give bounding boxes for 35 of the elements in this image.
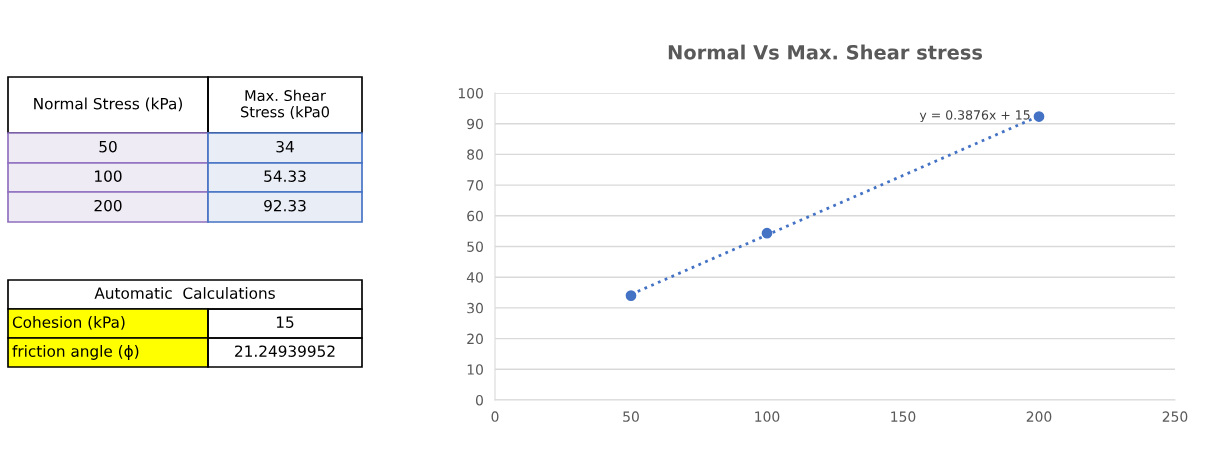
text: Max. Shear Stress (kPa0 <box>241 89 329 120</box>
text: 15 <box>276 316 294 328</box>
x-tick-label: 50 <box>623 411 639 422</box>
y-tick-label: 10 <box>467 364 483 375</box>
text: Normal Stress (kPa) <box>34 97 182 112</box>
text: 21.24939952 <box>235 345 335 357</box>
y-tick-label: 0 <box>475 394 483 406</box>
annotation: y = 0.3876x + 15 <box>919 110 1030 123</box>
x-tick-label: 250 <box>1162 411 1188 422</box>
y-tick-label: 100 <box>458 87 483 99</box>
text: Automatic Calculations <box>94 287 275 299</box>
y-tick-label: 50 <box>467 241 483 252</box>
text: 100 <box>95 170 122 182</box>
y-tick-label: 70 <box>467 180 483 191</box>
text: 54.33 <box>264 170 306 182</box>
point <box>625 290 637 301</box>
y-tick-label: 60 <box>467 210 483 222</box>
text: Cohesion (kPa) <box>12 316 125 330</box>
text: 50 <box>99 140 117 153</box>
y-tick-label: 30 <box>467 302 483 314</box>
text: 200 <box>94 199 122 212</box>
y-tick-label: 90 <box>467 118 483 130</box>
x-tick-label: 0 <box>491 411 499 422</box>
text: 34 <box>276 140 294 153</box>
x-tick-label: 200 <box>1026 411 1052 422</box>
y-tick-label: 40 <box>466 272 483 283</box>
point <box>1033 111 1045 122</box>
y-tick-label: 80 <box>467 149 483 160</box>
point <box>761 227 773 239</box>
y-tick-label: 20 <box>467 333 483 345</box>
x-tick-label: 100 <box>755 411 780 422</box>
text: 92.33 <box>264 199 306 212</box>
x-tick-label: 150 <box>891 411 916 422</box>
chart-title: Normal Vs Max. Shear stress <box>668 44 983 60</box>
text: friction angle (ϕ) <box>12 345 139 360</box>
